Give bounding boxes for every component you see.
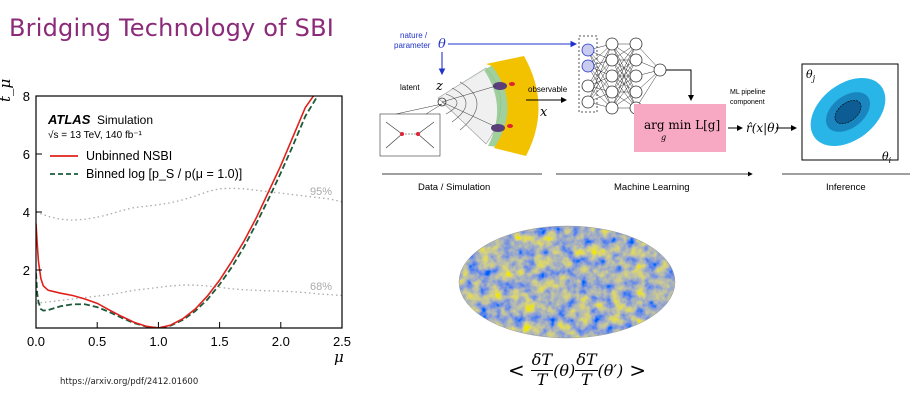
likelihood-chart: 0.0 0.5 1.0 1.5 2.0 2.5 2 4 6 8 t_μ μ 95% 68% ATL… [0, 79, 351, 366]
nn-node [581, 95, 595, 109]
y-tick-label: 2 [23, 263, 30, 278]
legend-label-nsbi: Unbinned NSBI [86, 149, 172, 163]
observable-label: observable [528, 85, 568, 94]
nn-node [653, 63, 667, 77]
ref-label-68: 68% [310, 281, 332, 293]
nn-node [605, 53, 619, 67]
y-axis-label: t_μ [0, 79, 14, 102]
reference-line-68 [36, 284, 342, 304]
feynman-diagram-inset [379, 103, 443, 157]
neural-network [578, 35, 667, 115]
x-tick-label: 1.0 [149, 334, 167, 349]
nn-edge [611, 43, 637, 93]
fraction-1: δT T [530, 350, 554, 389]
nn-edge [587, 43, 613, 87]
fraction-2: δT T [575, 350, 598, 389]
x-tick-label: 2.0 [272, 334, 290, 349]
formula-close: > [629, 358, 647, 382]
x-axis-label: μ [334, 348, 344, 366]
atlas-label: ATLAS Simulation [47, 112, 153, 127]
section-inference-label: Inference [826, 182, 866, 193]
network-to-loss-arrow [666, 69, 694, 101]
nn-edge [611, 59, 637, 109]
nn-node [629, 37, 643, 51]
nn-node [629, 85, 643, 99]
nn-edge [587, 65, 613, 109]
y-tick-label: 6 [23, 147, 30, 162]
x-tick-label: 0.5 [88, 334, 106, 349]
slide-title: Bridging Technology of SBI [9, 14, 335, 42]
nn-node [629, 53, 643, 67]
correlation-formula: < δT T (θ) δT T (θ′) > [508, 340, 646, 400]
cmb-sky-map [458, 225, 676, 339]
latent-label: latent [400, 83, 420, 92]
energy-label: √s = 13 TeV, 140 fb⁻¹ [48, 129, 143, 141]
nn-edge [635, 69, 661, 109]
nn-edge [587, 59, 613, 103]
nn-input-box [578, 35, 598, 113]
y-tick-label: 4 [23, 205, 30, 220]
nn-node [605, 101, 619, 115]
loss-minimization-box [634, 104, 726, 152]
x-tick-label: 0.0 [27, 334, 45, 349]
nn-edge [611, 43, 637, 77]
nn-node [605, 37, 619, 51]
estimator-label: r̂(x|θ) [746, 121, 779, 135]
pipeline-label-1: ML pipeline [730, 89, 766, 96]
sbi-pipeline-diagram: nature / parameter θ latent z observabl [379, 31, 910, 193]
pipeline-label-2: component [730, 99, 765, 106]
nn-node [581, 59, 595, 73]
theta-symbol: θ [438, 37, 446, 52]
section-data-label: Data / Simulation [418, 182, 490, 193]
formula-open: < [508, 358, 525, 382]
nn-node [605, 85, 619, 99]
argmin-subscript: g [661, 133, 666, 142]
theta-j-label: θj [806, 68, 816, 83]
legend-label-binned: Binned log [p_S / p(μ = 1.0)] [86, 167, 242, 181]
theta-i-label: θi [882, 150, 892, 165]
nn-node [629, 69, 643, 83]
observable-symbol: x [540, 105, 548, 120]
detector-illustration [437, 56, 539, 156]
series-line-binned [36, 96, 319, 328]
nn-node [581, 79, 595, 93]
reference-line-95 [36, 187, 342, 221]
argmin-text: arg min L[g] [644, 118, 720, 132]
y-tick-label: 8 [23, 89, 30, 104]
nn-edge [611, 43, 637, 109]
x-tick-label: 2.5 [333, 334, 351, 349]
parameter-label: parameter [394, 41, 431, 50]
ref-label-95: 95% [310, 186, 332, 198]
latent-symbol: z [435, 79, 443, 94]
section-ml-label: Machine Learning [614, 182, 690, 193]
nn-edge [611, 75, 637, 109]
formula-arg-1: (θ) [553, 360, 576, 380]
nn-node [605, 69, 619, 83]
reference-url: https://arxiv.org/pdf/2412.01600 [60, 377, 199, 387]
nn-node [581, 43, 595, 57]
confidence-region-inner [834, 100, 862, 124]
formula-arg-2: (θ′) [597, 360, 624, 380]
nature-label: nature / [400, 31, 428, 40]
x-tick-label: 1.5 [211, 334, 229, 349]
series-line-nsbi [36, 96, 315, 328]
nn-edge [587, 43, 613, 103]
